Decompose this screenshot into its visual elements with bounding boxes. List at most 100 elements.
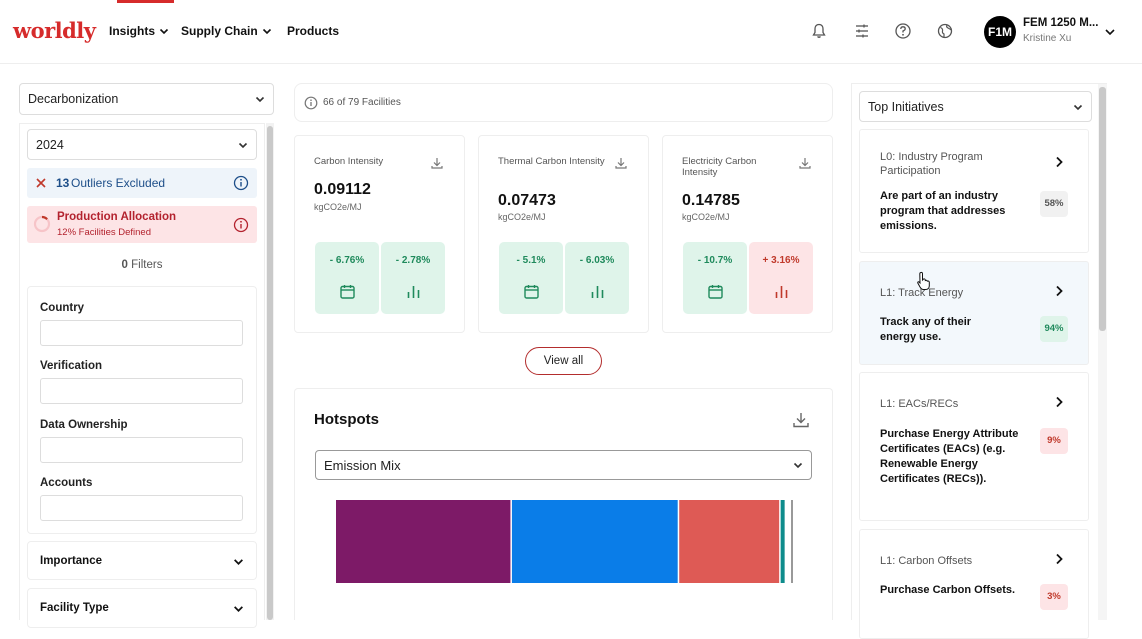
chevron-down-icon[interactable] (1104, 26, 1116, 38)
metric-value: 0.07473 (498, 192, 556, 209)
download-icon[interactable] (430, 156, 444, 170)
verification-label: Verification (40, 360, 102, 372)
emission-mix-select[interactable]: Emission Mix (315, 450, 812, 480)
chevron-down-icon (234, 559, 243, 565)
metric-unit: kgCO2e/MJ (682, 212, 730, 222)
carbon-intensity-card: Carbon Intensity 0.09112 kgCO2e/MJ - 6.7… (294, 135, 465, 333)
emission-mix-segment[interactable] (336, 500, 511, 583)
outliers-label: Outliers Excluded (71, 176, 166, 190)
outliers-excluded-banner[interactable]: 13 Outliers Excluded (27, 168, 257, 198)
initiative-card[interactable]: L0: Industry Program Participation Are p… (859, 129, 1089, 253)
avatar[interactable]: F1M (984, 16, 1016, 48)
nav-insights[interactable]: Insights (109, 24, 169, 38)
metric-title: Carbon Intensity (314, 156, 384, 167)
hotspots-title: Hotspots (314, 411, 379, 428)
accounts-field[interactable] (40, 495, 243, 521)
yoy-change-chip[interactable]: - 5.1% (499, 242, 563, 314)
metric-value: 0.14785 (682, 192, 740, 209)
metric-unit: kgCO2e/MJ (314, 202, 362, 212)
chevron-right-icon[interactable] (1054, 396, 1064, 408)
emission-mix-segment[interactable] (780, 500, 785, 583)
view-all-button[interactable]: View all (525, 347, 602, 375)
calendar-icon (340, 285, 355, 299)
info-icon[interactable] (233, 175, 249, 191)
nav-supply-chain[interactable]: Supply Chain (181, 24, 272, 38)
download-icon[interactable] (798, 156, 812, 170)
metric-title: Electricity Carbon Intensity (682, 156, 757, 178)
benchmark-change-value: + 3.16% (762, 255, 800, 266)
yoy-change-value: - 6.76% (329, 255, 365, 266)
initiative-level: L1: EACs/RECs (880, 398, 959, 410)
chevron-down-icon (238, 142, 248, 148)
thermal-carbon-intensity-card: Thermal Carbon Intensity 0.07473 kgCO2e/… (478, 135, 649, 333)
initiative-description: Purchase Carbon Offsets. (880, 584, 1016, 596)
emission-mix-segment[interactable] (786, 500, 792, 583)
download-icon[interactable] (792, 411, 810, 429)
hand-cursor-icon (917, 271, 930, 290)
emission-mix-bar[interactable] (336, 500, 793, 583)
facility-type-label: Facility Type (40, 602, 109, 614)
initiatives-select[interactable]: Top Initiatives (859, 91, 1092, 122)
account-name[interactable]: FEM 1250 M... (1023, 17, 1099, 29)
accounts-label: Accounts (40, 477, 93, 489)
importance-section[interactable]: Importance (27, 541, 257, 580)
importance-label: Importance (40, 555, 102, 567)
info-icon[interactable] (233, 217, 249, 233)
module-select[interactable]: Decarbonization (19, 83, 274, 115)
benchmark-change-value: - 6.03% (579, 255, 615, 266)
nav-insights-label: Insights (109, 24, 156, 38)
calendar-icon (524, 285, 539, 299)
nav-active-indicator (117, 0, 174, 3)
yoy-change-value: - 5.1% (516, 255, 546, 266)
hotspots-card (294, 388, 833, 620)
globe-icon[interactable] (936, 22, 954, 40)
left-scrollbar-thumb[interactable] (267, 126, 273, 620)
metric-value: 0.09112 (314, 181, 371, 198)
info-icon[interactable] (304, 96, 318, 110)
nav-products[interactable]: Products (287, 24, 339, 38)
initiative-card[interactable]: L1: Track Energy Track any of their ener… (859, 261, 1089, 365)
initiative-card[interactable]: L1: EACs/RECs Purchase Energy Attribute … (859, 372, 1089, 521)
benchmark-change-chip[interactable]: - 2.78% (381, 242, 445, 314)
nav-supply-chain-label: Supply Chain (181, 24, 258, 38)
benchmark-change-chip[interactable]: - 6.03% (565, 242, 629, 314)
emission-mix-segment[interactable] (679, 500, 780, 583)
facility-type-section[interactable]: Facility Type (27, 588, 257, 628)
initiative-card[interactable]: L1: Carbon Offsets Purchase Carbon Offse… (859, 529, 1089, 639)
sliders-icon[interactable] (853, 22, 871, 40)
year-select[interactable]: 2024 (27, 129, 257, 160)
chevron-right-icon[interactable] (1054, 156, 1064, 168)
right-scrollbar-thumb[interactable] (1099, 87, 1106, 331)
yoy-change-chip[interactable]: - 10.7% (683, 242, 747, 314)
nav-products-label: Products (287, 24, 340, 38)
bar-chart-icon (775, 286, 788, 298)
close-icon[interactable] (35, 177, 47, 189)
chevron-down-icon (234, 606, 243, 612)
initiative-percent-badge: 58% (1040, 191, 1068, 217)
filters-count-number: 0 (121, 259, 128, 271)
yoy-change-chip[interactable]: - 6.76% (315, 242, 379, 314)
progress-ring-icon (33, 215, 51, 233)
worldly-logo[interactable]: worldly (13, 18, 96, 43)
production-allocation-banner[interactable]: Production Allocation 12% Facilities Def… (27, 206, 257, 243)
verification-field[interactable] (40, 378, 243, 404)
initiative-percent-badge: 9% (1040, 428, 1068, 454)
calendar-icon (708, 285, 723, 299)
chevron-right-icon[interactable] (1054, 553, 1064, 565)
data-ownership-field[interactable] (40, 437, 243, 463)
module-select-value: Decarbonization (28, 92, 119, 106)
chevron-down-icon (262, 28, 271, 35)
initiative-level: L1: Track Energy (880, 287, 964, 299)
bell-icon[interactable] (810, 22, 828, 40)
right-scrollbar[interactable] (1098, 84, 1107, 620)
filters-count: 0 Filters (27, 259, 257, 271)
download-icon[interactable] (614, 156, 628, 170)
country-field[interactable] (40, 320, 243, 346)
chevron-right-icon[interactable] (1054, 285, 1064, 297)
emission-mix-segment[interactable] (511, 500, 678, 583)
initiative-level: L1: Carbon Offsets (880, 555, 973, 567)
benchmark-change-chip[interactable]: + 3.16% (749, 242, 813, 314)
benchmark-change-value: - 2.78% (395, 255, 431, 266)
help-icon[interactable] (894, 22, 912, 40)
top-header: worldly Insights Supply Chain Products F… (0, 0, 1142, 64)
